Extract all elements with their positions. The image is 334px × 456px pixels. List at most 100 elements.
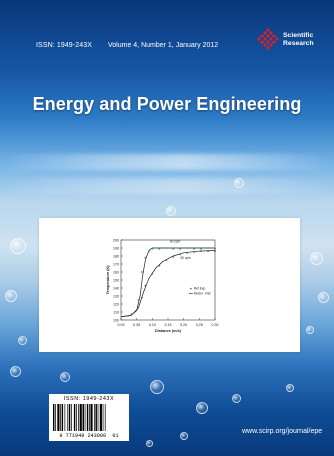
barcode-bar <box>94 404 95 431</box>
water-bubble <box>60 372 70 382</box>
barcode-bars <box>53 404 106 431</box>
barcode-bar <box>55 404 56 431</box>
water-bubble <box>286 384 294 392</box>
water-bubble <box>10 366 21 377</box>
y-tick-label: 170 <box>113 262 119 266</box>
barcode-bar <box>68 404 71 431</box>
water-bubble <box>310 252 323 265</box>
data-point <box>130 313 133 316</box>
x-tick-label: 0.10 <box>149 323 156 327</box>
data-point <box>165 259 168 261</box>
data-point <box>214 247 216 250</box>
y-tick-label: 190 <box>113 246 119 250</box>
y-tick-label: 160 <box>113 270 119 274</box>
barcode-bar <box>99 404 102 431</box>
annotation: 90 rpm <box>170 239 181 243</box>
diamond-dots-logo-icon <box>257 28 279 50</box>
barcode-bar <box>82 404 84 431</box>
chart-panel: 200 190 180 170 160 150 140 130 120 110 100 0.03 0.3… <box>39 218 300 352</box>
water-bubble <box>5 290 17 302</box>
water-bubble <box>10 238 26 254</box>
x-tick-label: 0.03 <box>118 323 125 327</box>
data-point <box>144 284 147 287</box>
data-point <box>127 315 129 317</box>
data-point <box>207 247 209 249</box>
barcode-bar <box>95 404 97 431</box>
x-tick-label: 0.30 <box>212 323 219 327</box>
publisher-name: Scientific Research <box>283 32 314 48</box>
data-point <box>151 272 154 275</box>
data-point <box>144 256 147 259</box>
barcode-digits: 9 771949 243000 01 <box>59 433 119 439</box>
water-bubble <box>150 380 164 394</box>
water-bubble <box>18 336 27 345</box>
barcode-bar <box>90 404 93 431</box>
data-point <box>172 255 175 258</box>
barcode-bar <box>102 404 104 431</box>
publisher-line-2: Research <box>283 40 314 47</box>
barcode-bar <box>60 404 61 431</box>
data-point <box>179 247 182 250</box>
barcode-bar <box>57 404 60 431</box>
journal-title: Energy and Power Engineering <box>32 94 302 114</box>
barcode-bar <box>84 404 86 431</box>
barcode-bar <box>71 404 72 431</box>
data-point <box>151 247 154 250</box>
volume-text: Volume 4, Number 1, January 2012 <box>108 42 219 49</box>
y-tick-label: 150 <box>113 278 119 282</box>
data-point <box>147 250 150 253</box>
publisher-line-1: Scientific <box>283 32 314 39</box>
barcode-bar <box>53 404 55 431</box>
data-point <box>186 251 189 254</box>
data-point <box>193 247 196 250</box>
y-tick-label: 130 <box>113 294 119 298</box>
data-point <box>158 247 161 250</box>
annotation: 30 rpm <box>180 256 191 260</box>
x-axis-label: Distance (m/s) <box>155 329 182 333</box>
barcode-bar <box>86 404 89 431</box>
barcode-bar <box>97 404 99 431</box>
data-point <box>214 250 216 253</box>
data-point <box>207 250 209 253</box>
data-point <box>140 271 143 273</box>
water-bubble <box>232 394 241 403</box>
data-point <box>193 251 196 253</box>
y-tick-label: 200 <box>113 238 119 242</box>
barcode-bar <box>61 404 64 431</box>
series-line <box>120 250 216 318</box>
data-point <box>186 247 189 249</box>
barcode-label: ISSN: 1949-243X 9 771949 243000 01 <box>49 394 129 441</box>
barcode-bar <box>78 404 79 431</box>
y-tick-label: 140 <box>113 286 119 290</box>
issn-text: ISSN: 1949-243X <box>36 42 92 49</box>
water-bubble <box>234 178 244 188</box>
data-point <box>137 299 140 301</box>
barcode-bar <box>76 404 77 431</box>
water-bubble <box>166 206 176 216</box>
y-tick-label: 180 <box>113 254 119 258</box>
light-band <box>0 178 334 194</box>
data-point <box>200 250 202 253</box>
x-tick-label: 0.35 <box>133 323 140 327</box>
barcode-bar <box>79 404 82 431</box>
barcode-bar <box>64 404 66 431</box>
x-tick-label: 0.20 <box>180 323 187 327</box>
data-point <box>165 247 168 249</box>
y-axis-label: Temperature (K) <box>106 265 110 295</box>
barcode-bar <box>67 404 69 431</box>
data-point <box>200 247 202 250</box>
water-bubble <box>318 292 329 303</box>
series-line <box>120 247 215 318</box>
water-bubble <box>180 432 188 440</box>
barcode-bar <box>73 404 76 431</box>
y-tick-label: 120 <box>113 302 119 306</box>
x-tick-label: 0.25 <box>196 323 203 327</box>
y-tick-label: 100 <box>113 318 119 322</box>
water-bubble <box>306 326 314 334</box>
barcode-bar <box>104 404 106 431</box>
data-point <box>179 253 182 256</box>
data-point <box>140 296 143 299</box>
legend-entry: Ref.Exp <box>194 287 206 291</box>
